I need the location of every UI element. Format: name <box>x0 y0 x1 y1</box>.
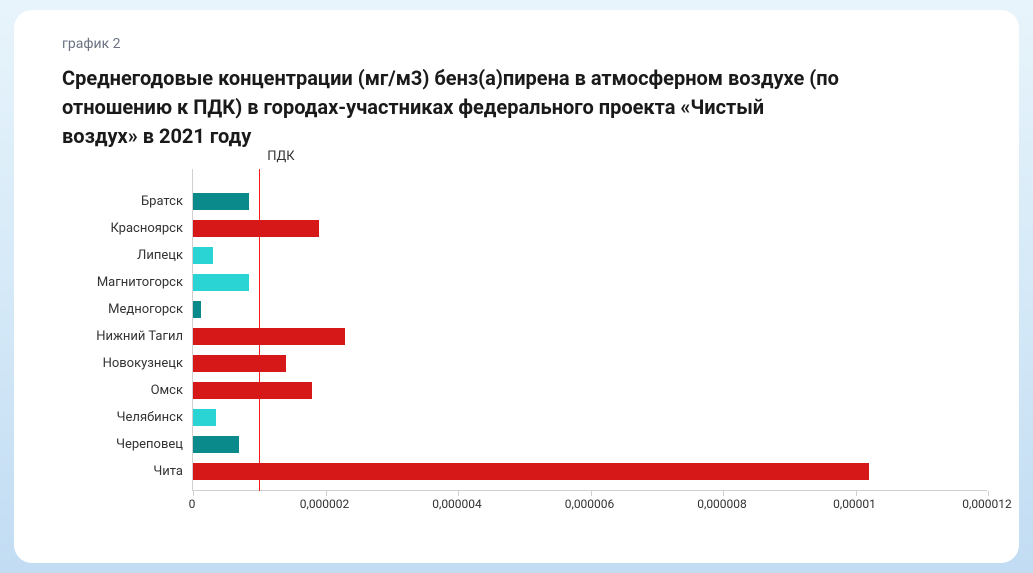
chart-card: график 2 Среднегодовые концентрации (мг/… <box>14 10 1019 563</box>
bar-row: Красноярск <box>193 220 987 237</box>
x-tick-label: 0 <box>189 497 196 511</box>
bar-label: Липецк <box>137 248 183 263</box>
bar-row: Челябинск <box>193 409 987 426</box>
bar <box>193 409 216 426</box>
x-tick-mark <box>988 491 989 496</box>
bar-label: Челябинск <box>117 410 183 425</box>
bar-row: Нижний Тагил <box>193 328 987 345</box>
x-tick-label: 0,000002 <box>300 497 350 511</box>
bar-label: Новокузнецк <box>103 356 183 371</box>
bar <box>193 382 312 399</box>
bar <box>193 193 249 210</box>
bar-label: Медногорск <box>108 302 183 317</box>
x-axis-ticks: 0 0,000002 0,000004 0,000006 0,000008 0,00001… <box>192 491 987 513</box>
bar <box>193 247 213 264</box>
bar-label: Череповец <box>116 437 183 452</box>
bar-label: Нижний Тагил <box>96 329 183 344</box>
bar-row: Медногорск <box>193 301 987 318</box>
bar-row: Липецк <box>193 247 987 264</box>
chart-subtitle: график 2 <box>62 36 979 52</box>
bar-row: Новокузнецк <box>193 355 987 372</box>
bar <box>193 274 249 291</box>
x-tick-label: 0,000004 <box>432 497 482 511</box>
plot-area: ПДКБратскКрасноярскЛипецкМагнитогорскМед… <box>192 169 987 491</box>
bar-row: Омск <box>193 382 987 399</box>
bar-label: Магнитогорск <box>97 275 183 290</box>
bar-label: Братск <box>141 194 183 209</box>
x-tick-label: 0,000008 <box>697 497 747 511</box>
bar <box>193 220 319 237</box>
bar-label: Чита <box>153 464 183 479</box>
bar <box>193 463 869 480</box>
x-tick-label: 0,000006 <box>565 497 615 511</box>
bar-label: Красноярск <box>110 221 183 236</box>
bar-row: Чита <box>193 463 987 480</box>
bar <box>193 301 201 318</box>
bar <box>193 436 239 453</box>
reference-label: ПДК <box>267 149 294 164</box>
bar-label: Омск <box>151 383 183 398</box>
bar <box>193 328 345 345</box>
chart-title: Среднегодовые концентрации (мг/м3) бенз(… <box>62 64 842 151</box>
bar-row: Череповец <box>193 436 987 453</box>
chart-area: ПДКБратскКрасноярскЛипецкМагнитогорскМед… <box>192 169 979 513</box>
bar <box>193 355 286 372</box>
bar-row: Магнитогорск <box>193 274 987 291</box>
x-tick-label: 0,000012 <box>962 497 1012 511</box>
bar-row: Братск <box>193 193 987 210</box>
x-tick-label: 0,00001 <box>833 497 876 511</box>
